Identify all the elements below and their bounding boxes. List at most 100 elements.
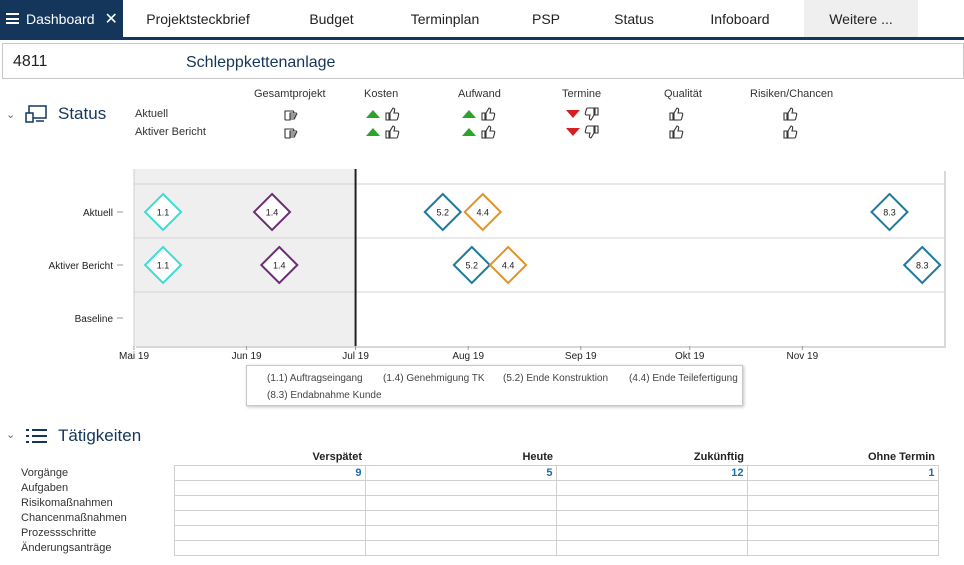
x-tick-label: Mai 19 — [119, 351, 149, 362]
tab-dashboard[interactable]: Dashboard ✕ — [0, 0, 123, 37]
milestone-diamond — [259, 245, 299, 285]
x-tick-label: Jun 19 — [232, 351, 262, 362]
activity-count-cell — [364, 539, 557, 556]
milestone-diamond — [143, 245, 183, 285]
thumb-up-icon — [782, 124, 798, 140]
trend-down-thumb-down-icon — [566, 106, 600, 122]
close-icon[interactable]: ✕ — [104, 10, 118, 28]
status-collapse-chevron-icon[interactable]: ⌄ — [6, 109, 16, 121]
activity-count-cell — [364, 524, 557, 541]
activities-col-heute: Heute — [522, 451, 553, 464]
x-tick-label: Okt 19 — [675, 351, 705, 362]
activity-count-cell — [746, 524, 939, 541]
status-row-aktiver-bericht: Aktiver Bericht — [135, 126, 206, 138]
table-row: Prozessschritte — [18, 524, 939, 541]
activities-col-verspaetet: Verspätet — [312, 451, 362, 464]
trend-up-thumb-up-icon — [366, 106, 400, 122]
activity-count-cell — [555, 509, 748, 526]
status-col-aufwand: Aufwand — [458, 88, 501, 100]
activity-count-cell — [555, 524, 748, 541]
arrow-up-icon — [462, 110, 476, 118]
table-row: Chancenmaßnahmen — [18, 509, 939, 526]
milestone-diamond — [488, 245, 528, 285]
arrow-up-icon — [366, 128, 380, 136]
activity-row-label: Vorgänge — [21, 466, 69, 479]
trend-up-thumb-up-icon — [462, 106, 496, 122]
thumb-up-icon — [668, 124, 684, 140]
project-name: Schleppkettenanlage — [186, 54, 336, 71]
activity-count-cell — [555, 539, 748, 556]
activities-collapse-chevron-icon[interactable]: ⌄ — [6, 429, 16, 441]
activity-count-cell[interactable]: 9 — [173, 464, 366, 481]
menu-icon[interactable] — [6, 13, 19, 24]
activities-header-blank — [18, 450, 174, 465]
table-row: Änderungsanträge — [18, 539, 939, 556]
milestone-diamond — [252, 192, 292, 232]
milestone-chart: Aktuell Aktiver Bericht Baseline Mai 19 Jun … — [49, 169, 946, 362]
tab-status[interactable]: Status — [614, 10, 654, 27]
legend-item: (4.4) Ende Teilefertigung — [629, 373, 738, 384]
status-col-qualitaet: Qualität — [664, 88, 702, 100]
table-row: Vorgänge 9 5 12 1 — [18, 464, 939, 481]
x-tick-label: Sep 19 — [565, 351, 597, 362]
table-row: Risikomaßnahmen — [18, 494, 939, 511]
tab-bar: Dashboard ✕ Projektsteckbrief Budget Ter… — [0, 0, 964, 40]
activity-count-cell — [173, 509, 366, 526]
activity-count-cell — [364, 509, 557, 526]
status-col-termine: Termine — [562, 88, 602, 100]
arrow-down-icon — [566, 110, 580, 118]
tab-weitere[interactable]: Weitere ... — [804, 0, 918, 37]
arrow-up-icon — [462, 128, 476, 136]
milestone-label: 1.1 — [157, 261, 170, 271]
activity-row-label: Risikomaßnahmen — [21, 496, 113, 509]
milestone-diamond — [423, 192, 463, 232]
chart-legend: (1.1) Auftragseingang (1.4) Genehmigung … — [246, 365, 743, 406]
tab-terminplan[interactable]: Terminplan — [410, 10, 480, 27]
tab-dashboard-label: Dashboard — [26, 10, 95, 27]
legend-item: (5.2) Ende Konstruktion — [503, 373, 609, 384]
activity-count-cell — [364, 479, 557, 496]
tab-budget[interactable]: Budget — [309, 10, 354, 27]
activities-col-ohne-termin: Ohne Termin — [867, 451, 935, 464]
milestone-label: 8.3 — [916, 261, 929, 271]
x-tick-label: Aug 19 — [452, 351, 484, 362]
milestone-label: 5.2 — [436, 208, 449, 218]
activity-row-label: Aufgaben — [21, 481, 69, 494]
tab-infoboard[interactable]: Infoboard — [710, 10, 770, 27]
milestone-label: 8.3 — [883, 208, 896, 218]
milestone-diamond — [143, 192, 183, 232]
row-label: Baseline — [75, 314, 114, 325]
activity-count-cell — [173, 479, 366, 496]
activities-table: Verspätet Heute Zukünftig Ohne Termin Vo… — [18, 450, 939, 556]
milestone-diamond — [463, 192, 503, 232]
activity-row-label: Chancenmaßnahmen — [21, 511, 127, 524]
milestone-diamond — [902, 245, 942, 285]
tab-projektsteckbrief[interactable]: Projektsteckbrief — [146, 10, 250, 27]
trend-up-thumb-up-icon — [366, 124, 400, 140]
legend-item: (8.3) Endabnahme Kunde — [267, 390, 382, 401]
activity-count-cell[interactable]: 12 — [555, 464, 748, 481]
milestone-label: 1.1 — [157, 208, 170, 218]
activity-row-label: Prozessschritte — [21, 526, 97, 539]
activity-count-cell — [746, 479, 939, 496]
legend-item: (1.4) Genehmigung TK — [383, 373, 485, 384]
trend-up-thumb-up-icon — [462, 124, 496, 140]
arrow-down-icon — [566, 128, 580, 136]
activity-count-cell — [555, 479, 748, 496]
status-monitor-icon — [25, 105, 47, 123]
milestone-label: 4.4 — [502, 261, 515, 271]
project-header: 4811 Schleppkettenanlage — [2, 43, 964, 79]
arrow-up-icon — [366, 110, 380, 118]
project-number: 4811 — [13, 53, 48, 70]
activity-count-cell — [173, 524, 366, 541]
status-row-aktuell: Aktuell — [135, 108, 169, 120]
milestone-label: 1.4 — [266, 208, 279, 218]
x-tick-label: Jul 19 — [342, 351, 369, 362]
milestone-label: 5.2 — [466, 261, 479, 271]
activity-count-cell[interactable]: 5 — [364, 464, 557, 481]
activity-count-cell — [746, 539, 939, 556]
activity-count-cell[interactable]: 1 — [746, 464, 939, 481]
status-title: Status — [58, 104, 107, 123]
tab-psp[interactable]: PSP — [531, 10, 560, 27]
status-col-kosten: Kosten — [364, 88, 399, 100]
